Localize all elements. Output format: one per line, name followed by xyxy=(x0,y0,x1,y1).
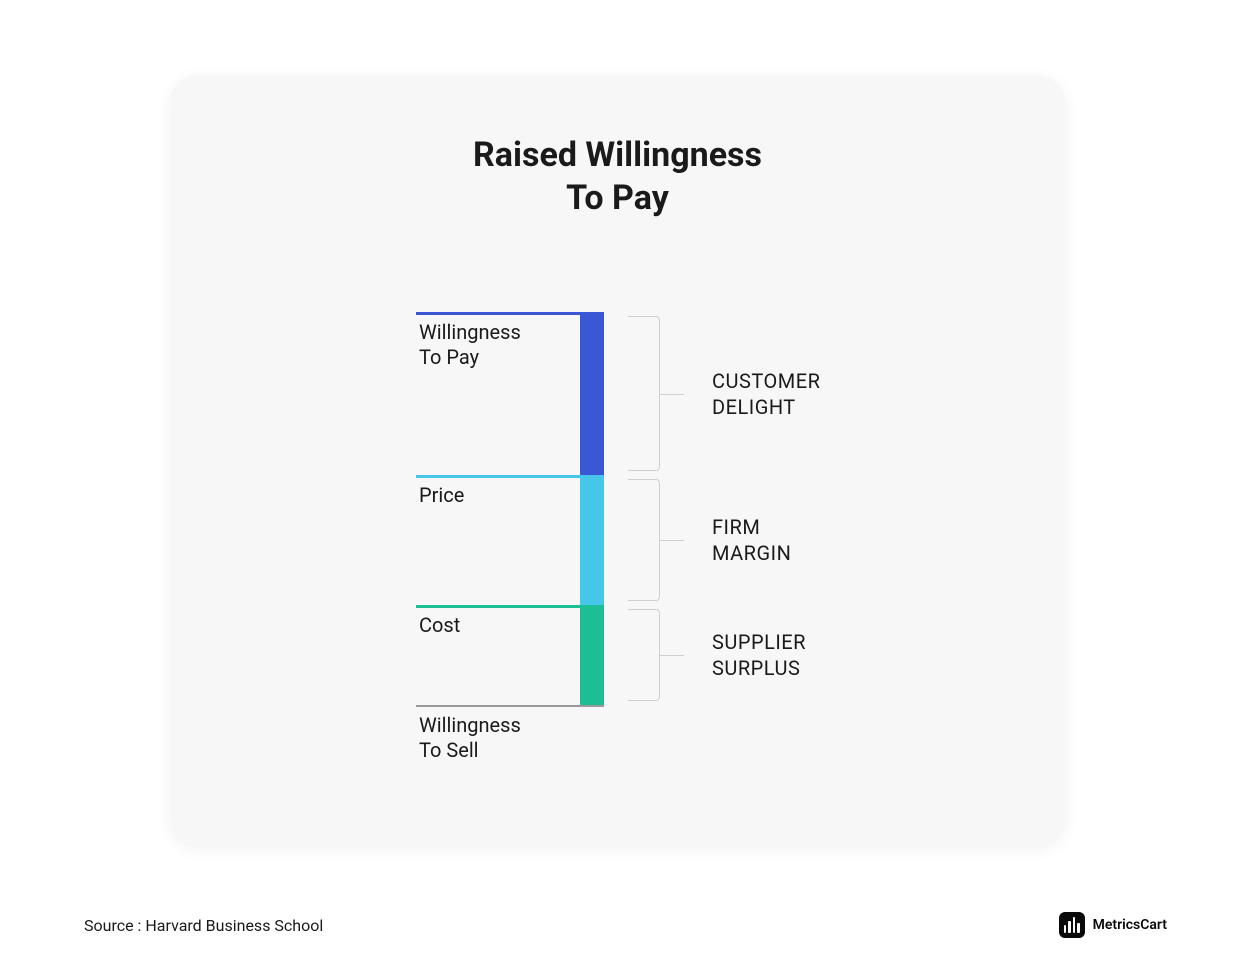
bracket-tick-wtp-price xyxy=(660,394,684,395)
bar-segment-cost-wts xyxy=(580,605,604,705)
level-label-price: Price xyxy=(419,483,464,508)
bracket-wtp-price xyxy=(628,316,660,471)
bracket-tick-cost-wts xyxy=(660,655,684,656)
level-label-wtp: WillingnessTo Pay xyxy=(419,320,521,370)
region-label-price-cost: FIRMMARGIN xyxy=(712,514,791,566)
brand-name: MetricsCart xyxy=(1093,917,1167,933)
bar-chart-icon xyxy=(1059,912,1085,938)
brand-badge: MetricsCart xyxy=(1059,912,1167,938)
value-stick-diagram: WillingnessTo Pay Price Cost WillingnessTo … xyxy=(416,312,896,772)
chart-title-line1: Raised Willingness xyxy=(473,135,762,175)
level-line-price xyxy=(416,475,604,478)
bar-segment-wtp-price xyxy=(580,312,604,475)
chart-title-line2: To Pay xyxy=(566,178,669,218)
level-label-cost: Cost xyxy=(419,613,460,638)
bar-segment-price-cost xyxy=(580,475,604,605)
level-line-cost xyxy=(416,605,604,608)
source-attribution: Source : Harvard Business School xyxy=(84,916,323,935)
level-line-wtp xyxy=(416,312,604,315)
bracket-price-cost xyxy=(628,479,660,601)
region-label-cost-wts: SUPPLIERSURPLUS xyxy=(712,629,806,681)
bracket-cost-wts xyxy=(628,609,660,701)
level-label-wts: WillingnessTo Sell xyxy=(419,713,521,763)
chart-title: Raised Willingness To Pay xyxy=(170,134,1065,219)
bracket-tick-price-cost xyxy=(660,540,684,541)
region-label-wtp-price: CUSTOMERDELIGHT xyxy=(712,368,820,420)
level-line-wts xyxy=(416,705,604,707)
